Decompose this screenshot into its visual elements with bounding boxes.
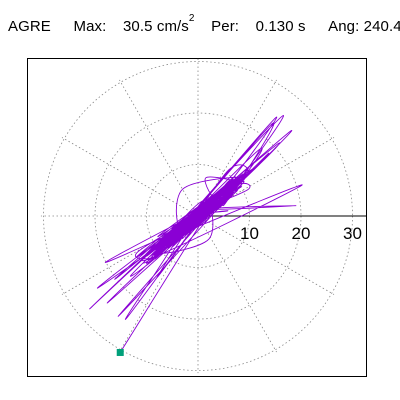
motion-trace: [89, 115, 303, 353]
grid-spoke-60: [197, 79, 277, 217]
plot-frame: [27, 58, 367, 377]
tick-label-10: 10: [240, 224, 259, 243]
max-unit: cm/s: [156, 18, 189, 35]
angle-value: 240.4: [363, 18, 400, 35]
grid-spoke-120: [119, 79, 199, 217]
grid-spoke-300: [197, 215, 277, 353]
max-value: 30.5: [122, 18, 153, 35]
grid-spoke-150: [61, 137, 199, 217]
radial-tick-labels: 10 20 30: [240, 224, 362, 243]
trace-end-marker: [116, 348, 124, 356]
period-value: 0.130 s: [255, 18, 306, 35]
header-bar: AGRE Max: 30.5 cm/s2 Per: 0.130 s Ang: 2…: [8, 13, 400, 37]
station-code: AGRE: [8, 18, 51, 35]
period-label: Per:: [211, 18, 240, 35]
tick-label-20: 20: [292, 224, 311, 243]
max-label: Max:: [73, 18, 107, 35]
angle-label: Ang:: [328, 18, 360, 35]
acceleration-trace: [89, 115, 303, 353]
max-unit-exponent: 2: [188, 13, 195, 24]
tick-label-30: 30: [343, 224, 362, 243]
